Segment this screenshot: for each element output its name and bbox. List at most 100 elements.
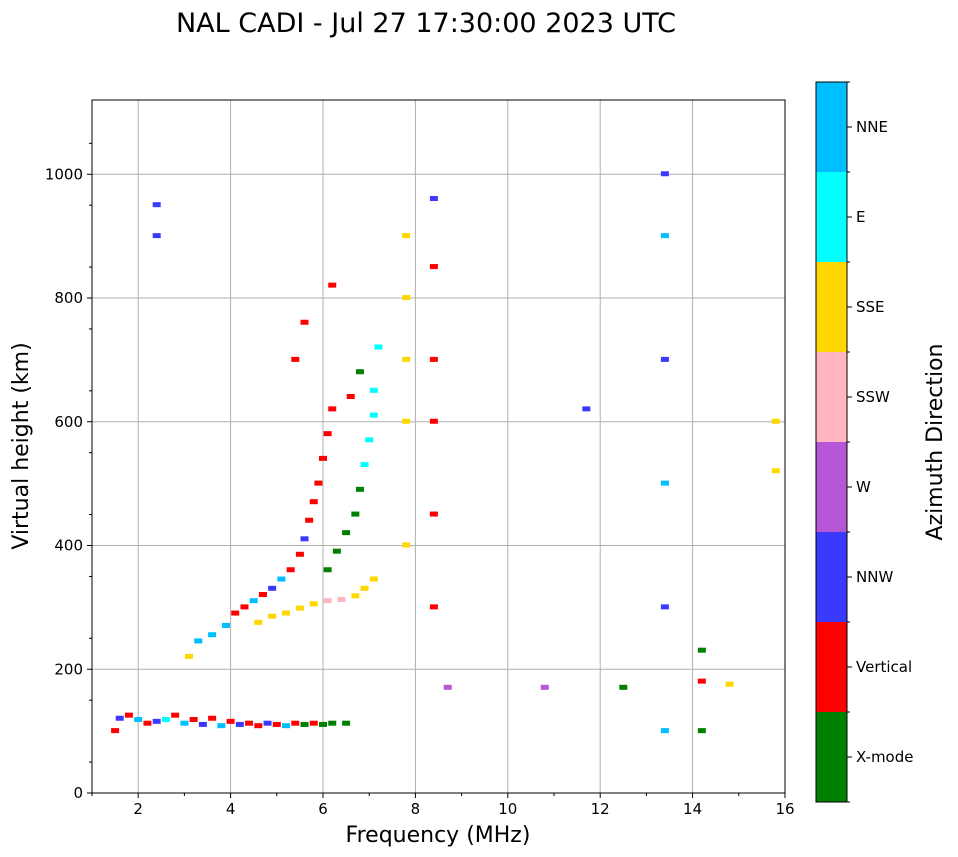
- data-point: [660, 171, 669, 177]
- data-point: [443, 684, 452, 690]
- data-point: [268, 585, 277, 591]
- data-point: [309, 601, 318, 607]
- data-point: [300, 721, 309, 727]
- x-tick-label: 16: [775, 800, 794, 818]
- colorbar-segment: [816, 622, 847, 712]
- y-tick-label: 200: [54, 660, 83, 678]
- data-point: [328, 406, 337, 412]
- data-point: [369, 412, 378, 418]
- data-point: [369, 576, 378, 582]
- data-point: [152, 718, 161, 724]
- data-point: [725, 681, 734, 687]
- data-point: [360, 585, 369, 591]
- colorbar-segment: [816, 442, 847, 532]
- data-point: [429, 604, 438, 610]
- data-point: [697, 678, 706, 684]
- y-tick-label: 0: [73, 784, 83, 802]
- data-point: [295, 551, 304, 557]
- data-point: [660, 480, 669, 486]
- x-tick-label: 2: [133, 800, 143, 818]
- data-point: [221, 622, 230, 628]
- x-tick-label: 8: [411, 800, 421, 818]
- data-point: [697, 647, 706, 653]
- data-point: [152, 233, 161, 239]
- y-tick-label: 400: [54, 537, 83, 555]
- chart-title: NAL CADI - Jul 27 17:30:00 2023 UTC: [176, 8, 676, 39]
- data-point: [231, 610, 240, 616]
- data-point: [240, 604, 249, 610]
- data-point: [254, 619, 263, 625]
- data-point: [323, 431, 332, 437]
- colorbar-segment: [816, 172, 847, 262]
- colorbar-tick-label: W: [856, 478, 871, 496]
- data-point: [134, 716, 143, 722]
- data-point: [194, 638, 203, 644]
- data-point: [208, 715, 217, 721]
- data-point: [263, 720, 272, 726]
- colorbar-segment: [816, 262, 847, 352]
- data-point: [217, 723, 226, 729]
- colorbar-tick-label: SSE: [856, 298, 885, 316]
- colorbar-tick-label: SSW: [856, 388, 890, 406]
- axis-ticks: 2 4 6 8 10 12 14 16 0 200 400 600 800 1000: [45, 142, 795, 818]
- colorbar-tick-label: X-mode: [856, 748, 913, 766]
- y-tick-label: 800: [54, 289, 83, 307]
- data-point: [369, 387, 378, 393]
- data-point: [323, 567, 332, 573]
- data-point: [282, 723, 291, 729]
- data-point: [245, 720, 254, 726]
- data-point: [291, 356, 300, 362]
- data-point: [360, 462, 369, 468]
- colorbar: X-mode Vertical NNW W SSW SSE E NNE: [815, 81, 913, 803]
- x-tick-label: 12: [591, 800, 610, 818]
- data-point: [619, 684, 628, 690]
- data-point: [660, 728, 669, 734]
- data-point: [272, 721, 281, 727]
- data-point: [402, 356, 411, 362]
- data-point: [342, 720, 351, 726]
- data-point: [180, 720, 189, 726]
- data-point: [402, 295, 411, 300]
- data-point: [323, 598, 332, 604]
- x-tick-label: 6: [318, 800, 328, 818]
- y-tick-label: 600: [54, 413, 83, 431]
- data-point: [226, 718, 235, 724]
- data-point: [189, 716, 198, 722]
- data-point: [291, 720, 300, 726]
- colorbar-tick-label: NNE: [856, 118, 888, 136]
- data-point: [305, 517, 314, 523]
- data-point: [309, 499, 318, 505]
- data-point: [429, 264, 438, 270]
- colorbar-frame: [815, 81, 848, 803]
- data-point: [771, 418, 780, 424]
- data-point: [332, 548, 341, 554]
- data-point: [314, 480, 323, 486]
- data-point: [254, 723, 263, 729]
- colorbar-tick-label: Vertical: [856, 658, 912, 676]
- data-point: [300, 319, 309, 325]
- x-tick-label: 4: [226, 800, 236, 818]
- data-point: [429, 196, 438, 201]
- y-axis-label: Virtual height (km): [9, 342, 34, 549]
- data-point: [286, 567, 295, 573]
- data-point: [235, 721, 244, 727]
- data-point: [402, 542, 411, 548]
- data-point: [342, 530, 351, 536]
- data-point: [582, 406, 591, 412]
- colorbar-label: Azimuth Direction: [923, 343, 948, 540]
- data-point: [660, 604, 669, 610]
- y-tick-label: 1000: [45, 165, 83, 183]
- data-point: [300, 536, 309, 542]
- data-point: [402, 233, 411, 239]
- x-tick-label: 10: [498, 800, 517, 818]
- data-point: [374, 344, 383, 350]
- x-axis-label: Frequency (MHz): [346, 823, 531, 848]
- data-point: [402, 418, 411, 424]
- data-point: [337, 596, 346, 602]
- data-point: [152, 202, 161, 208]
- data-point: [429, 356, 438, 362]
- data-point: [282, 610, 291, 616]
- data-point: [111, 728, 120, 734]
- data-point: [660, 233, 669, 239]
